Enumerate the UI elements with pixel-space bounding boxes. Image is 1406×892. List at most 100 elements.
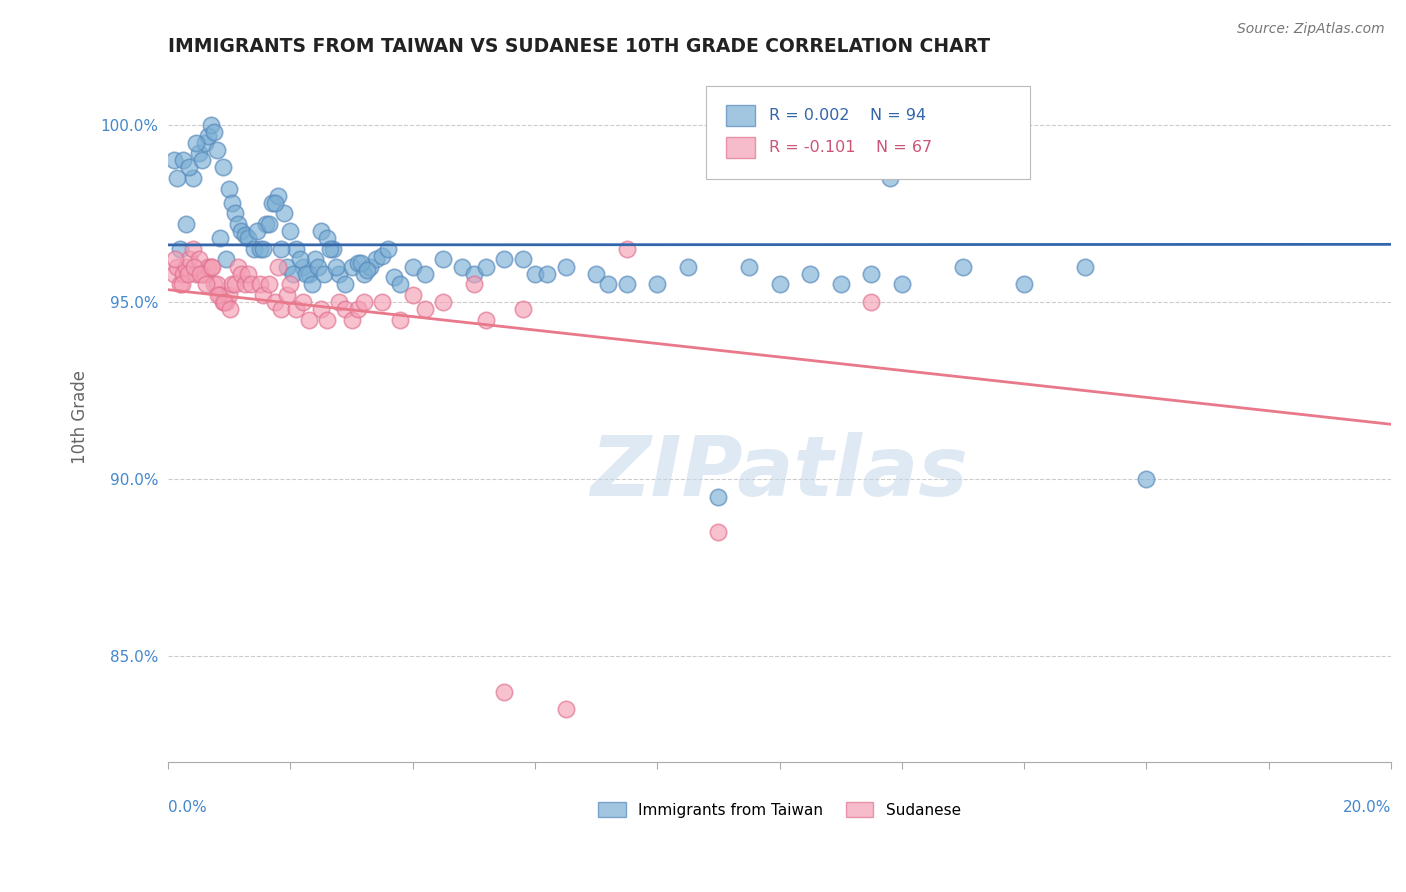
- Point: [316, 231, 339, 245]
- Point: [166, 171, 188, 186]
- Point: [176, 217, 198, 231]
- Point: [645, 277, 668, 292]
- Point: [298, 312, 321, 326]
- Point: [340, 260, 363, 274]
- Point: [267, 260, 290, 274]
- Text: R = 0.002    N = 94: R = 0.002 N = 94: [769, 108, 925, 123]
- Point: [280, 277, 302, 292]
- Point: [181, 171, 204, 186]
- Text: 20.0%: 20.0%: [1343, 800, 1391, 815]
- Point: [676, 260, 699, 274]
- Point: [197, 128, 219, 143]
- Point: [307, 260, 329, 274]
- Point: [350, 256, 373, 270]
- Point: [309, 301, 332, 316]
- Point: [554, 260, 576, 274]
- Point: [202, 277, 225, 292]
- Point: [353, 267, 375, 281]
- Point: [181, 242, 204, 256]
- Point: [616, 277, 638, 292]
- Point: [382, 270, 405, 285]
- Point: [176, 260, 198, 274]
- Point: [432, 295, 454, 310]
- Point: [231, 224, 253, 238]
- Point: [249, 242, 271, 256]
- Point: [879, 171, 901, 186]
- Point: [288, 252, 311, 267]
- Point: [319, 242, 342, 256]
- Point: [257, 277, 280, 292]
- Point: [389, 312, 412, 326]
- Point: [212, 295, 235, 310]
- Point: [291, 295, 314, 310]
- Point: [463, 277, 485, 292]
- Point: [163, 267, 186, 281]
- Point: [1012, 277, 1035, 292]
- Point: [165, 252, 187, 267]
- Point: [273, 206, 295, 220]
- Point: [187, 252, 209, 267]
- Point: [270, 301, 292, 316]
- Point: [1135, 472, 1157, 486]
- Point: [218, 181, 240, 195]
- Point: [830, 277, 852, 292]
- FancyBboxPatch shape: [706, 86, 1031, 178]
- Text: Source: ZipAtlas.com: Source: ZipAtlas.com: [1237, 22, 1385, 37]
- Point: [184, 136, 207, 150]
- Point: [190, 267, 212, 281]
- Point: [389, 277, 412, 292]
- Point: [224, 277, 246, 292]
- Point: [494, 684, 516, 698]
- Point: [860, 295, 883, 310]
- Point: [799, 267, 821, 281]
- Point: [205, 277, 228, 292]
- Point: [179, 252, 201, 267]
- Point: [463, 267, 485, 281]
- Point: [242, 242, 264, 256]
- Point: [205, 143, 228, 157]
- Point: [512, 301, 534, 316]
- Point: [233, 277, 256, 292]
- Point: [475, 312, 498, 326]
- Point: [200, 260, 222, 274]
- Point: [214, 295, 236, 310]
- Point: [738, 260, 761, 274]
- Point: [249, 277, 271, 292]
- Point: [200, 118, 222, 132]
- Point: [346, 256, 368, 270]
- Point: [890, 277, 912, 292]
- Point: [228, 260, 250, 274]
- Point: [276, 260, 298, 274]
- Point: [616, 242, 638, 256]
- Point: [432, 252, 454, 267]
- Point: [252, 242, 274, 256]
- Point: [328, 267, 350, 281]
- Text: ZIPatlas: ZIPatlas: [591, 432, 969, 513]
- Point: [554, 702, 576, 716]
- Point: [264, 295, 287, 310]
- Point: [184, 267, 207, 281]
- Point: [228, 217, 250, 231]
- Point: [353, 295, 375, 310]
- Point: [188, 267, 211, 281]
- Point: [239, 277, 262, 292]
- Point: [291, 260, 314, 274]
- Text: IMMIGRANTS FROM TAIWAN VS SUDANESE 10TH GRADE CORRELATION CHART: IMMIGRANTS FROM TAIWAN VS SUDANESE 10TH …: [169, 37, 990, 56]
- Point: [413, 267, 436, 281]
- Point: [212, 161, 235, 175]
- Point: [322, 242, 344, 256]
- Point: [215, 252, 238, 267]
- Point: [215, 295, 238, 310]
- Point: [197, 260, 219, 274]
- Point: [254, 217, 277, 231]
- Point: [598, 277, 620, 292]
- Point: [179, 161, 201, 175]
- Point: [170, 277, 193, 292]
- Point: [707, 525, 730, 540]
- Point: [413, 301, 436, 316]
- Text: R = -0.101    N = 67: R = -0.101 N = 67: [769, 140, 932, 155]
- Point: [209, 288, 232, 302]
- Point: [209, 231, 232, 245]
- Point: [169, 242, 191, 256]
- Point: [172, 153, 194, 168]
